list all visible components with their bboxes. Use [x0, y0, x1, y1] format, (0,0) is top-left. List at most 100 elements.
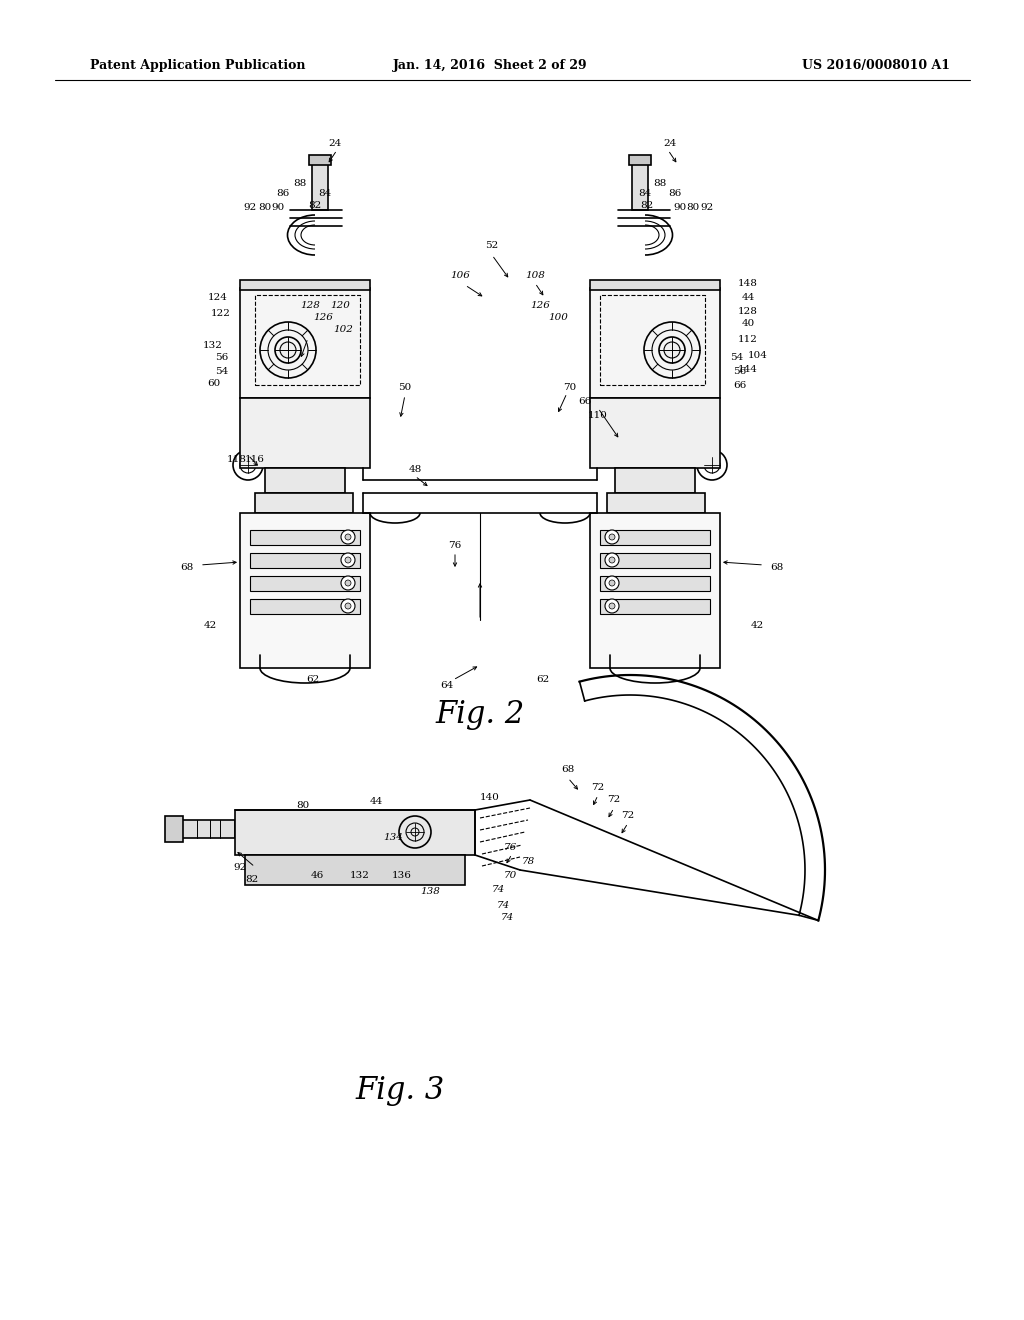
Text: 134: 134 — [383, 833, 402, 842]
Circle shape — [341, 531, 355, 544]
Text: 136: 136 — [392, 870, 412, 879]
Text: 72: 72 — [592, 784, 604, 792]
Text: 110: 110 — [588, 411, 608, 420]
Text: 144: 144 — [738, 366, 758, 375]
Bar — [250, 576, 360, 591]
Text: 82: 82 — [640, 201, 653, 210]
Text: Jan. 14, 2016  Sheet 2 of 29: Jan. 14, 2016 Sheet 2 of 29 — [392, 58, 588, 71]
Text: 90: 90 — [271, 202, 285, 211]
Text: 56: 56 — [215, 354, 228, 363]
Bar — [240, 513, 370, 668]
Text: 112: 112 — [738, 335, 758, 345]
Text: 56: 56 — [733, 367, 746, 376]
Text: 82: 82 — [308, 201, 322, 210]
Bar — [600, 599, 710, 614]
Text: 100: 100 — [548, 314, 568, 322]
Circle shape — [609, 579, 615, 586]
Text: 132: 132 — [203, 341, 223, 350]
Text: 64: 64 — [440, 681, 454, 689]
Text: 92: 92 — [700, 202, 714, 211]
Bar — [600, 294, 705, 385]
Text: 126: 126 — [530, 301, 550, 309]
Text: 108: 108 — [525, 271, 545, 280]
Text: 74: 74 — [492, 886, 505, 895]
Text: 50: 50 — [398, 384, 412, 392]
Bar — [250, 553, 360, 568]
Text: 104: 104 — [749, 351, 768, 359]
Text: 128: 128 — [738, 306, 758, 315]
Text: 54: 54 — [215, 367, 228, 376]
Bar — [615, 469, 695, 492]
Bar — [629, 154, 651, 165]
Text: 120: 120 — [330, 301, 350, 309]
Bar — [250, 599, 360, 614]
Text: 66: 66 — [579, 397, 592, 407]
Bar — [255, 294, 360, 385]
Text: 72: 72 — [622, 812, 635, 821]
Text: 72: 72 — [607, 796, 621, 804]
Text: 80: 80 — [296, 800, 309, 809]
Text: 24: 24 — [664, 139, 677, 148]
Text: 138: 138 — [420, 887, 440, 895]
Text: 44: 44 — [370, 797, 383, 807]
Text: 70: 70 — [563, 384, 577, 392]
Text: Fig. 3: Fig. 3 — [355, 1074, 444, 1106]
Bar — [590, 288, 720, 399]
Circle shape — [609, 535, 615, 540]
Text: 102: 102 — [333, 326, 353, 334]
Text: 106: 106 — [451, 271, 470, 280]
Text: 74: 74 — [501, 913, 514, 923]
Text: 88: 88 — [293, 178, 306, 187]
Text: 82: 82 — [246, 875, 259, 884]
Text: 62: 62 — [537, 676, 550, 685]
Text: 74: 74 — [497, 900, 510, 909]
Text: 68: 68 — [770, 562, 783, 572]
Text: 62: 62 — [306, 676, 319, 685]
Bar — [250, 531, 360, 545]
Text: 76: 76 — [449, 540, 462, 549]
Circle shape — [605, 576, 618, 590]
Text: 126: 126 — [313, 314, 333, 322]
Circle shape — [664, 342, 680, 358]
Text: 84: 84 — [318, 189, 332, 198]
Text: 24: 24 — [329, 139, 342, 148]
Circle shape — [345, 557, 351, 564]
Bar — [265, 469, 345, 492]
Bar — [590, 513, 720, 668]
Bar — [240, 288, 370, 399]
Bar — [607, 492, 705, 513]
Bar — [590, 399, 720, 469]
Text: 122: 122 — [211, 309, 231, 318]
Circle shape — [609, 603, 615, 609]
Text: 118: 118 — [227, 455, 247, 465]
Text: 88: 88 — [653, 178, 667, 187]
Text: 40: 40 — [741, 319, 755, 329]
Text: 52: 52 — [485, 240, 499, 249]
Text: 80: 80 — [258, 202, 271, 211]
Bar — [600, 576, 710, 591]
Bar — [240, 280, 370, 290]
Text: Patent Application Publication: Patent Application Publication — [90, 58, 305, 71]
Bar — [255, 492, 353, 513]
Text: 78: 78 — [521, 858, 535, 866]
Text: 42: 42 — [204, 620, 217, 630]
Text: 60: 60 — [208, 380, 220, 388]
Bar — [312, 160, 328, 210]
Text: Fig. 2: Fig. 2 — [435, 700, 524, 730]
Text: 90: 90 — [674, 202, 687, 211]
Text: 44: 44 — [741, 293, 755, 302]
Text: 148: 148 — [738, 279, 758, 288]
Text: 92: 92 — [244, 202, 257, 211]
Circle shape — [341, 553, 355, 568]
Circle shape — [609, 557, 615, 564]
Text: 68: 68 — [180, 562, 194, 572]
Text: US 2016/0008010 A1: US 2016/0008010 A1 — [802, 58, 950, 71]
Text: 80: 80 — [686, 202, 699, 211]
Bar — [590, 280, 720, 290]
Text: 92: 92 — [233, 862, 247, 871]
Circle shape — [341, 599, 355, 612]
Text: 66: 66 — [733, 380, 746, 389]
Circle shape — [280, 342, 296, 358]
Bar — [600, 531, 710, 545]
Circle shape — [341, 576, 355, 590]
